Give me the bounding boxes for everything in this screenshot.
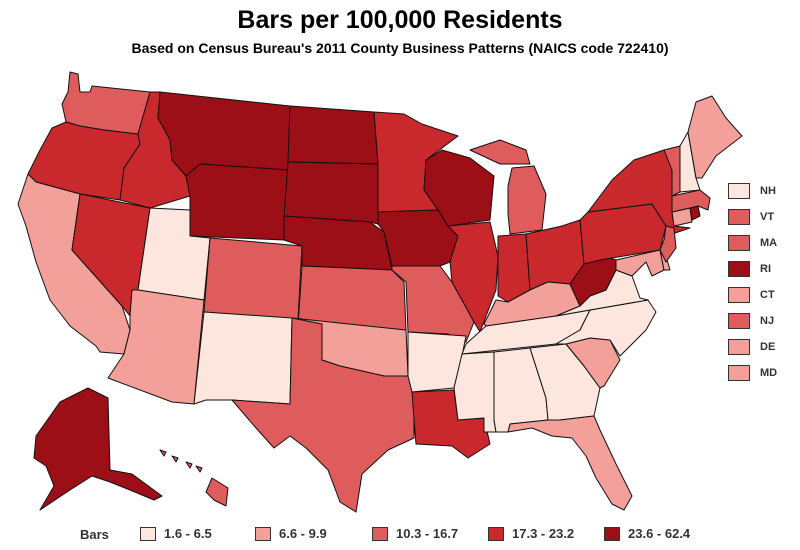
state-VT (663, 145, 681, 197)
small-state-item: MA (728, 230, 800, 256)
legend-item: 17.3 - 23.2 (488, 526, 574, 541)
small-state-label: MA (760, 237, 778, 249)
small-state-item: NJ (728, 308, 800, 334)
small-state-label: RI (760, 263, 771, 275)
legend: Bars 1.6 - 6.5 6.6 - 9.9 10.3 - 16.7 17.… (0, 522, 800, 546)
legend-swatch (604, 526, 620, 541)
map-subtitle: Based on Census Bureau's 2011 County Bus… (131, 40, 669, 56)
legend-label: 1.6 - 6.5 (164, 526, 212, 541)
small-state-item: NH (728, 178, 800, 204)
state-ME (687, 95, 743, 179)
small-state-label: VT (760, 211, 775, 223)
state-ND (287, 105, 379, 165)
state-NM (193, 311, 293, 405)
state-FL (507, 415, 633, 511)
state-NC (555, 299, 657, 357)
map-title: Bars per 100,000 Residents (237, 6, 563, 34)
legend-label: 23.6 - 62.4 (628, 526, 691, 541)
small-state-item: VT (728, 204, 800, 230)
small-state-label: DE (760, 341, 776, 353)
state-AZ (107, 289, 205, 405)
small-states-key: NH VT MA RI CT NJ DE MD (728, 178, 800, 386)
legend-swatch (488, 526, 504, 541)
small-state-swatch (728, 261, 750, 277)
small-state-item: MD (728, 360, 800, 386)
small-state-label: MD (760, 367, 778, 379)
small-state-swatch (728, 235, 750, 251)
small-state-swatch (728, 287, 750, 303)
legend-swatch (140, 526, 156, 541)
state-WY (185, 163, 289, 241)
legend-item: 1.6 - 6.5 (140, 526, 212, 541)
legend-label: 10.3 - 16.7 (396, 526, 459, 541)
small-state-swatch (728, 313, 750, 329)
small-state-label: NJ (760, 315, 775, 327)
legend-swatch (372, 526, 388, 541)
state-MT (157, 91, 291, 177)
state-IL (447, 221, 499, 333)
state-TX (231, 317, 415, 513)
small-state-item: RI (728, 256, 800, 282)
small-state-label: NH (760, 185, 776, 197)
legend-item: 6.6 - 9.9 (255, 526, 327, 541)
legend-item: 10.3 - 16.7 (372, 526, 458, 541)
state-CO (203, 237, 303, 321)
legend-swatch (255, 526, 271, 541)
state-HI (159, 449, 229, 507)
legend-label: 17.3 - 23.2 (512, 526, 575, 541)
small-state-swatch (728, 183, 750, 199)
legend-title: Bars (80, 527, 109, 542)
state-MA (671, 189, 711, 213)
state-IN (497, 233, 531, 303)
state-NH (679, 131, 701, 193)
small-state-label: CT (760, 289, 775, 301)
small-state-swatch (728, 365, 750, 381)
small-state-item: CT (728, 282, 800, 308)
state-AK (33, 387, 163, 511)
small-state-item: DE (728, 334, 800, 360)
legend-item: 23.6 - 62.4 (604, 526, 690, 541)
state-KS (297, 265, 407, 331)
small-state-swatch (728, 209, 750, 225)
state-NJ (659, 225, 677, 263)
state-SD (283, 161, 379, 225)
state-MI (469, 139, 547, 235)
legend-label: 6.6 - 9.9 (279, 526, 327, 541)
state-WI (423, 149, 495, 227)
small-state-swatch (728, 339, 750, 355)
